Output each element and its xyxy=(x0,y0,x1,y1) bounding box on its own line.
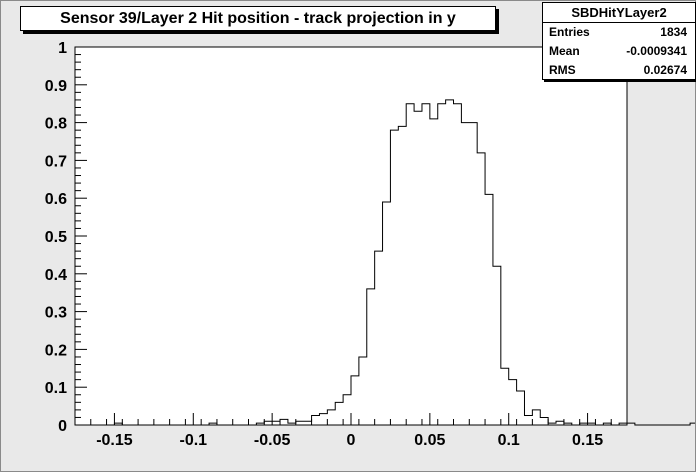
stats-label: Mean xyxy=(549,44,580,58)
x-tick-label: 0.15 xyxy=(572,432,603,449)
x-tick-label: -0.1 xyxy=(179,432,207,449)
y-tick-label: 1 xyxy=(58,40,67,57)
stats-row-mean: Mean -0.0009341 xyxy=(543,42,695,61)
x-tick-label: 0.1 xyxy=(498,432,520,449)
histogram-line xyxy=(75,99,695,426)
x-tick-label: 0.05 xyxy=(414,432,445,449)
x-tick-label: -0.15 xyxy=(96,432,133,449)
stats-value: 1834 xyxy=(660,25,687,39)
y-tick-label: 0.8 xyxy=(45,116,67,133)
y-tick-label: 0.4 xyxy=(45,267,67,284)
y-tick-label: 0.2 xyxy=(45,342,67,359)
y-tick-label: 0.7 xyxy=(45,153,67,170)
stats-box: SBDHitYLayer2 Entries 1834 Mean -0.00093… xyxy=(542,2,696,80)
stats-row-rms: RMS 0.02674 xyxy=(543,61,695,80)
y-tick-label: 0.3 xyxy=(45,305,67,322)
stats-name: SBDHitYLayer2 xyxy=(543,3,695,23)
x-tick-label: 0 xyxy=(347,432,356,449)
chart-title: Sensor 39/Layer 2 Hit position - track p… xyxy=(20,6,496,31)
plot-frame xyxy=(74,46,628,426)
y-tick-label: 0.6 xyxy=(45,191,67,208)
stats-value: 0.02674 xyxy=(643,63,687,77)
stats-value: -0.0009341 xyxy=(626,44,687,58)
y-axis: 0 0.1 0.2 0.3 0.4 0.5 0.6 0.7 0.8 0.9 1 xyxy=(45,40,87,435)
stats-row-entries: Entries 1834 xyxy=(543,23,695,42)
y-tick-label: 0.9 xyxy=(45,78,67,95)
stats-label: RMS xyxy=(549,63,576,77)
y-tick-label: 0 xyxy=(58,418,67,435)
x-axis: -0.15 -0.1 -0.05 0 0.05 0.1 0.15 xyxy=(74,413,628,449)
stats-label: Entries xyxy=(549,25,590,39)
x-tick-label: -0.05 xyxy=(254,432,291,449)
y-tick-label: 0.5 xyxy=(45,229,67,246)
y-tick-label: 0.1 xyxy=(45,380,67,397)
